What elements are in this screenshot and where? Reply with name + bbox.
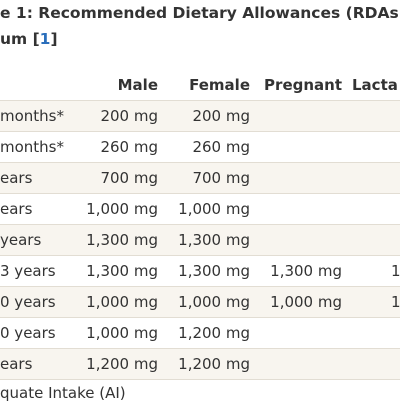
- reference-link[interactable]: 1: [39, 30, 51, 48]
- row-label: 0 years: [0, 293, 56, 311]
- table-row: 3 years 1,300 mg 1,300 mg 1,300 mg 1,300: [0, 255, 400, 286]
- table-cell: 700 mg: [192, 169, 250, 187]
- footnote: quate Intake (AI): [0, 384, 126, 402]
- table-cell: 1,000 mg: [86, 324, 158, 342]
- table-cell: 1,200 mg: [178, 355, 250, 373]
- table-cell: 700 mg: [100, 169, 158, 187]
- row-label: years: [0, 231, 42, 249]
- table-cell: 1,300: [391, 262, 400, 280]
- row-label: months*: [0, 138, 64, 156]
- table-cell: 1,300 mg: [178, 231, 250, 249]
- table-cell: 200 mg: [100, 107, 158, 125]
- table-cell: 1,000 mg: [86, 293, 158, 311]
- table-cell: 1,000 mg: [178, 200, 250, 218]
- table-row: ears 700 mg 700 mg: [0, 162, 400, 193]
- row-label: 0 years: [0, 324, 56, 342]
- table-row: 0 years 1,000 mg 1,000 mg 1,000 mg 1,000: [0, 286, 400, 317]
- title-text: um [: [0, 30, 40, 48]
- table-title-line: um [1]: [0, 30, 58, 48]
- table-cell: 1,300 mg: [178, 262, 250, 280]
- column-header: Pregnant: [264, 76, 342, 94]
- column-header: Male: [117, 76, 158, 94]
- table-bottom-border: [0, 379, 400, 380]
- table-row: 0 years 1,000 mg 1,200 mg: [0, 317, 400, 348]
- table-cell: 260 mg: [100, 138, 158, 156]
- table-row: years 1,300 mg 1,300 mg: [0, 224, 400, 255]
- table-row: months* 260 mg 260 mg: [0, 131, 400, 162]
- table-cell: 200 mg: [192, 107, 250, 125]
- row-label: 3 years: [0, 262, 56, 280]
- table-cell: 1,300 mg: [86, 231, 158, 249]
- row-label: ears: [0, 169, 33, 187]
- table-cell: 1,200 mg: [178, 324, 250, 342]
- table-cell: 1,300 mg: [270, 262, 342, 280]
- table-cell: 1,300 mg: [86, 262, 158, 280]
- table-row: ears 1,200 mg 1,200 mg: [0, 348, 400, 379]
- table-title: e 1: Recommended Dietary Allowances (RDA…: [0, 4, 399, 22]
- table-cell: 260 mg: [192, 138, 250, 156]
- table-cell: 1,000 mg: [86, 200, 158, 218]
- table-cell: 1,000 mg: [270, 293, 342, 311]
- column-header: Lacta: [352, 76, 398, 94]
- table-cell: 1,000: [391, 293, 400, 311]
- table-row: months* 200 mg 200 mg: [0, 100, 400, 131]
- row-label: ears: [0, 200, 33, 218]
- table-cell: 1,200 mg: [86, 355, 158, 373]
- row-label: months*: [0, 107, 64, 125]
- table-cell: 1,000 mg: [178, 293, 250, 311]
- title-text: ]: [50, 30, 58, 48]
- row-label: ears: [0, 355, 33, 373]
- column-header: Female: [189, 76, 250, 94]
- table-row: ears 1,000 mg 1,000 mg: [0, 193, 400, 224]
